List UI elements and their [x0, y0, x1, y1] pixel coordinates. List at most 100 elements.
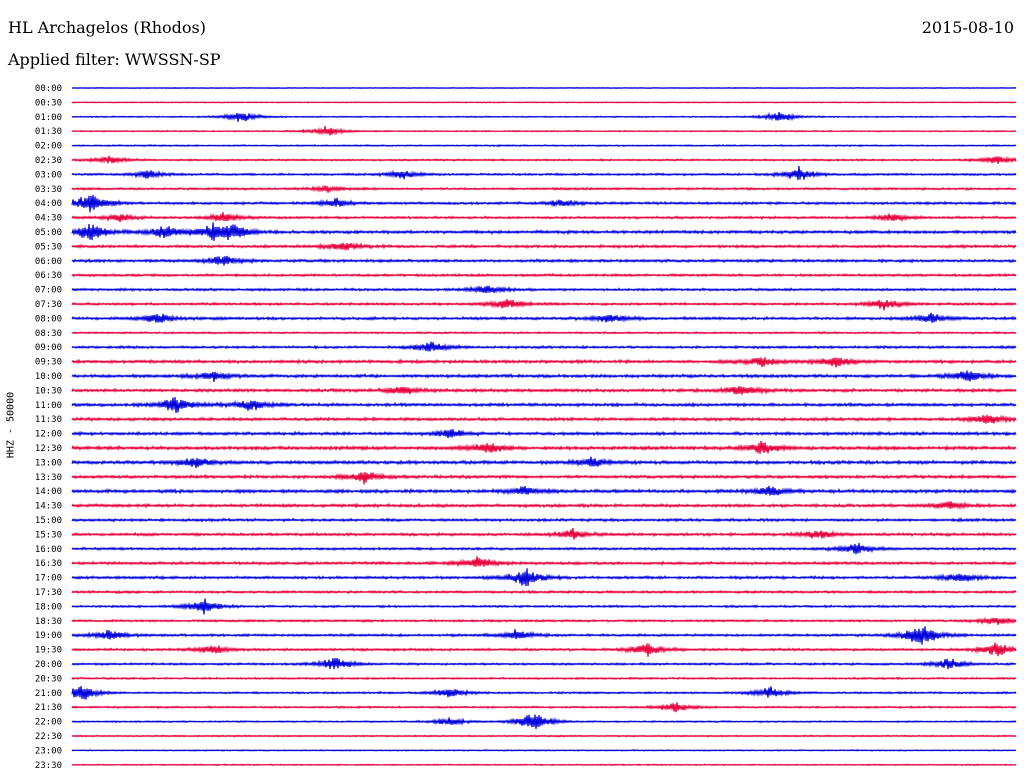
row-time-label: 13:00 — [35, 458, 62, 468]
trace-line — [71, 734, 1017, 738]
trace-line — [71, 272, 1017, 278]
trace-line — [71, 642, 1017, 657]
row-time-label: 11:00 — [35, 401, 62, 411]
trace-line — [71, 556, 1017, 568]
trace-line — [71, 357, 1017, 368]
row-time-label: 11:30 — [35, 415, 62, 425]
trace-line — [71, 397, 1017, 413]
row-time-label: 03:00 — [35, 170, 62, 180]
trace-line — [71, 143, 1017, 148]
trace-line — [71, 255, 1017, 266]
trace-line — [71, 414, 1017, 424]
trace-line — [71, 111, 1017, 122]
row-time-label: 17:30 — [35, 588, 62, 598]
row-time-label: 20:30 — [35, 674, 62, 684]
row-time-label: 09:00 — [35, 343, 62, 353]
trace-line — [71, 370, 1017, 383]
trace-line — [71, 542, 1017, 555]
row-time-label: 06:30 — [35, 271, 62, 281]
row-time-label: 03:30 — [35, 185, 62, 195]
row-time-label: 16:00 — [35, 545, 62, 555]
record-date: 2015-08-10 — [921, 18, 1014, 37]
row-time-label: 14:30 — [35, 502, 62, 512]
trace-line — [71, 155, 1017, 164]
trace-line — [71, 685, 1017, 700]
trace-line — [71, 763, 1017, 767]
trace-line — [71, 241, 1017, 251]
filter-label: Applied filter: WWSSN-SP — [8, 50, 221, 69]
trace-line — [71, 714, 1017, 730]
row-time-label: 18:00 — [35, 602, 62, 612]
row-time-label: 22:00 — [35, 718, 62, 728]
trace-line — [71, 517, 1017, 523]
row-time-label: 01:30 — [35, 127, 62, 137]
trace-line — [71, 456, 1017, 468]
row-time-label: 09:30 — [35, 358, 62, 368]
row-time-label: 04:00 — [35, 199, 62, 209]
trace-line — [71, 330, 1017, 335]
row-time-label: 01:00 — [35, 113, 62, 123]
row-time-label: 04:30 — [35, 214, 62, 224]
row-time-label: 19:00 — [35, 631, 62, 641]
trace-line — [71, 285, 1017, 294]
row-time-label: 02:00 — [35, 142, 62, 152]
row-time-label: 07:00 — [35, 286, 62, 296]
row-time-label: 15:00 — [35, 516, 62, 526]
row-time-label: 21:30 — [35, 703, 62, 713]
trace-line — [71, 429, 1017, 439]
trace-line — [71, 658, 1017, 670]
trace-line — [71, 86, 1017, 90]
trace-line — [71, 527, 1017, 540]
trace-line — [71, 165, 1017, 181]
trace-line — [71, 501, 1017, 510]
row-time-label: 14:00 — [35, 487, 62, 497]
trace-line — [71, 341, 1017, 352]
trace-line — [71, 101, 1017, 104]
trace-line — [71, 440, 1017, 454]
trace-line — [71, 126, 1017, 136]
trace-line — [71, 485, 1017, 496]
row-time-label: 10:30 — [35, 386, 62, 396]
row-time-label: 05:00 — [35, 228, 62, 238]
row-time-label: 06:00 — [35, 257, 62, 267]
trace-line — [71, 194, 1017, 213]
station-title: HL Archagelos (Rhodos) — [8, 18, 206, 37]
row-time-label: 12:00 — [35, 430, 62, 440]
trace-line — [71, 299, 1017, 311]
row-time-label: 08:00 — [35, 314, 62, 324]
trace-line — [71, 626, 1017, 645]
trace-line — [71, 222, 1017, 242]
row-time-label: 10:00 — [35, 372, 62, 382]
row-time-label: 23:00 — [35, 746, 62, 756]
trace-line — [71, 471, 1017, 485]
trace-line — [71, 598, 1017, 615]
row-time-label: 08:30 — [35, 329, 62, 339]
row-time-label: 02:30 — [35, 156, 62, 166]
trace-line — [71, 212, 1017, 223]
row-time-label: 12:30 — [35, 444, 62, 454]
trace-line — [71, 589, 1017, 595]
row-time-label: 05:30 — [35, 242, 62, 252]
row-time-label: 22:30 — [35, 732, 62, 742]
trace-line — [71, 184, 1017, 194]
row-time-label: 16:30 — [35, 559, 62, 569]
row-time-label: 15:30 — [35, 530, 62, 540]
row-time-label: 00:30 — [35, 98, 62, 108]
trace-line — [71, 312, 1017, 323]
row-time-label: 19:30 — [35, 646, 62, 656]
row-time-label: 18:30 — [35, 617, 62, 627]
row-time-label: 17:00 — [35, 574, 62, 584]
trace-line — [71, 676, 1017, 681]
trace-line — [71, 616, 1017, 626]
trace-line — [71, 386, 1017, 396]
trace-line — [71, 568, 1017, 587]
trace-line — [71, 748, 1017, 752]
row-time-label: 00:00 — [35, 84, 62, 94]
row-time-label: 23:30 — [35, 761, 62, 771]
row-time-label: 21:00 — [35, 689, 62, 699]
row-time-label: 07:30 — [35, 300, 62, 310]
trace-line — [71, 702, 1017, 713]
row-time-label: 20:00 — [35, 660, 62, 670]
row-time-label: 13:30 — [35, 473, 62, 483]
